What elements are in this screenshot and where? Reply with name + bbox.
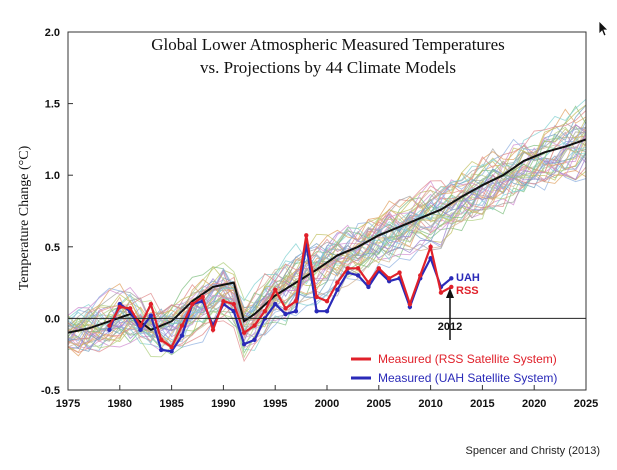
uah-data-point: [355, 273, 361, 278]
rss-data-point: [179, 323, 185, 328]
rss-data-point: [138, 323, 143, 328]
uah-data-point: [169, 349, 174, 354]
rss-data-point: [127, 306, 133, 311]
model-run-line: [67, 137, 587, 344]
y-tick-label: 0.5: [45, 242, 60, 254]
legend-label-rss: Measured (RSS Satellite System): [378, 352, 557, 366]
x-tick-label: 2025: [574, 398, 598, 410]
rss-data-point: [200, 294, 205, 300]
model-run-line: [67, 123, 587, 341]
y-tick-label: 1.5: [45, 99, 60, 111]
model-run-line: [67, 104, 587, 334]
x-tick-label: 2015: [470, 398, 494, 410]
rss-data-point: [407, 301, 413, 307]
rss-data-point: [397, 270, 402, 275]
model-run-line: [67, 108, 587, 332]
uah-data-point: [179, 333, 185, 338]
rss-data-point: [418, 273, 423, 278]
x-tick-label: 1995: [263, 398, 287, 410]
uah-data-point: [293, 309, 299, 314]
rss-data-point: [335, 280, 340, 285]
uah-data-point: [107, 327, 112, 333]
measured-series: [107, 233, 454, 354]
rss-label: RSS: [456, 285, 479, 297]
rss-data-point: [241, 330, 247, 335]
rss-data-point: [386, 276, 392, 281]
model-run-line: [67, 148, 587, 353]
uah-data-point: [366, 284, 371, 290]
uah-data-point: [283, 311, 288, 317]
rss-data-point: [293, 299, 299, 304]
y-tick-label: 1.0: [45, 170, 60, 182]
uah-data-point: [273, 301, 278, 307]
x-tick-label: 1990: [211, 398, 235, 410]
rss-data-point: [376, 266, 381, 271]
rss-data-point: [169, 344, 174, 350]
uah-data-point: [314, 309, 319, 314]
x-tick-label: 2005: [367, 398, 391, 410]
rss-data-point: [366, 280, 371, 285]
uah-data-point: [138, 327, 143, 333]
source-credit: Spencer and Christy (2013): [465, 445, 600, 457]
model-run-line: [67, 134, 587, 338]
y-tick-label: 0.0: [45, 313, 60, 325]
x-tick-label: 1980: [108, 398, 132, 410]
mouse-pointer-icon: [598, 20, 609, 37]
rss-data-point: [159, 337, 164, 343]
rss-series-line: [108, 235, 452, 349]
uah-series-line: [108, 243, 453, 353]
uah-data-point: [324, 309, 330, 314]
rss-data-point: [345, 266, 350, 271]
rss-data-point: [148, 301, 154, 307]
axes: 1975 1980 1985 1990 1995 2000 2005 2010 2015 2020…: [41, 27, 598, 410]
uah-data-point: [449, 276, 454, 281]
rss-data-point: [304, 233, 309, 238]
annotations: 2012 UAH RSS: [438, 272, 480, 340]
model-run-line: [67, 98, 587, 344]
x-tick-label: 1975: [56, 398, 80, 410]
rss-data-point: [190, 301, 195, 307]
x-tick-label: 2020: [522, 398, 546, 410]
x-tick-label: 1985: [159, 398, 183, 410]
model-run-line: [67, 104, 587, 341]
chart-title: Global Lower Atmospheric Measured Temper…: [151, 35, 505, 54]
chart-subtitle: vs. Projections by 44 Climate Models: [200, 58, 456, 77]
rss-data-point: [107, 323, 112, 328]
rss-data-point: [355, 266, 361, 271]
year-marker-label: 2012: [438, 321, 462, 333]
rss-data-point: [273, 287, 278, 292]
rss-data-point: [117, 304, 123, 310]
rss-data-point: [221, 299, 226, 304]
legend: Measured (RSS Satellite System) Measured…: [351, 352, 557, 385]
legend-label-uah: Measured (UAH Satellite System): [378, 371, 557, 385]
rss-data-point: [449, 284, 454, 290]
rss-data-point: [262, 309, 268, 314]
uah-data-point: [241, 341, 247, 347]
rss-data-point: [252, 323, 257, 328]
rss-data-point: [438, 290, 444, 295]
rss-data-point: [283, 306, 288, 311]
rss-data-point: [324, 299, 330, 304]
rss-data-point: [428, 244, 433, 249]
y-axis-label: Temperature Change (°C): [17, 145, 32, 290]
x-tick-label: 2000: [315, 398, 339, 410]
year-marker-arrowhead: [446, 288, 454, 298]
x-tick-label: 2010: [418, 398, 442, 410]
uah-data-point: [335, 287, 340, 292]
model-run-line: [67, 110, 587, 343]
rss-data-point: [314, 294, 319, 300]
rss-data-point: [231, 301, 236, 307]
uah-data-point: [148, 313, 154, 318]
rss-data-point: [210, 327, 216, 333]
y-tick-label: 2.0: [45, 27, 60, 39]
model-run-line: [67, 124, 587, 342]
uah-data-point: [252, 337, 257, 343]
uah-data-point: [159, 347, 164, 353]
uah-label: UAH: [456, 272, 480, 284]
uah-data-point: [428, 256, 433, 261]
y-tick-label: -0.5: [41, 385, 60, 397]
